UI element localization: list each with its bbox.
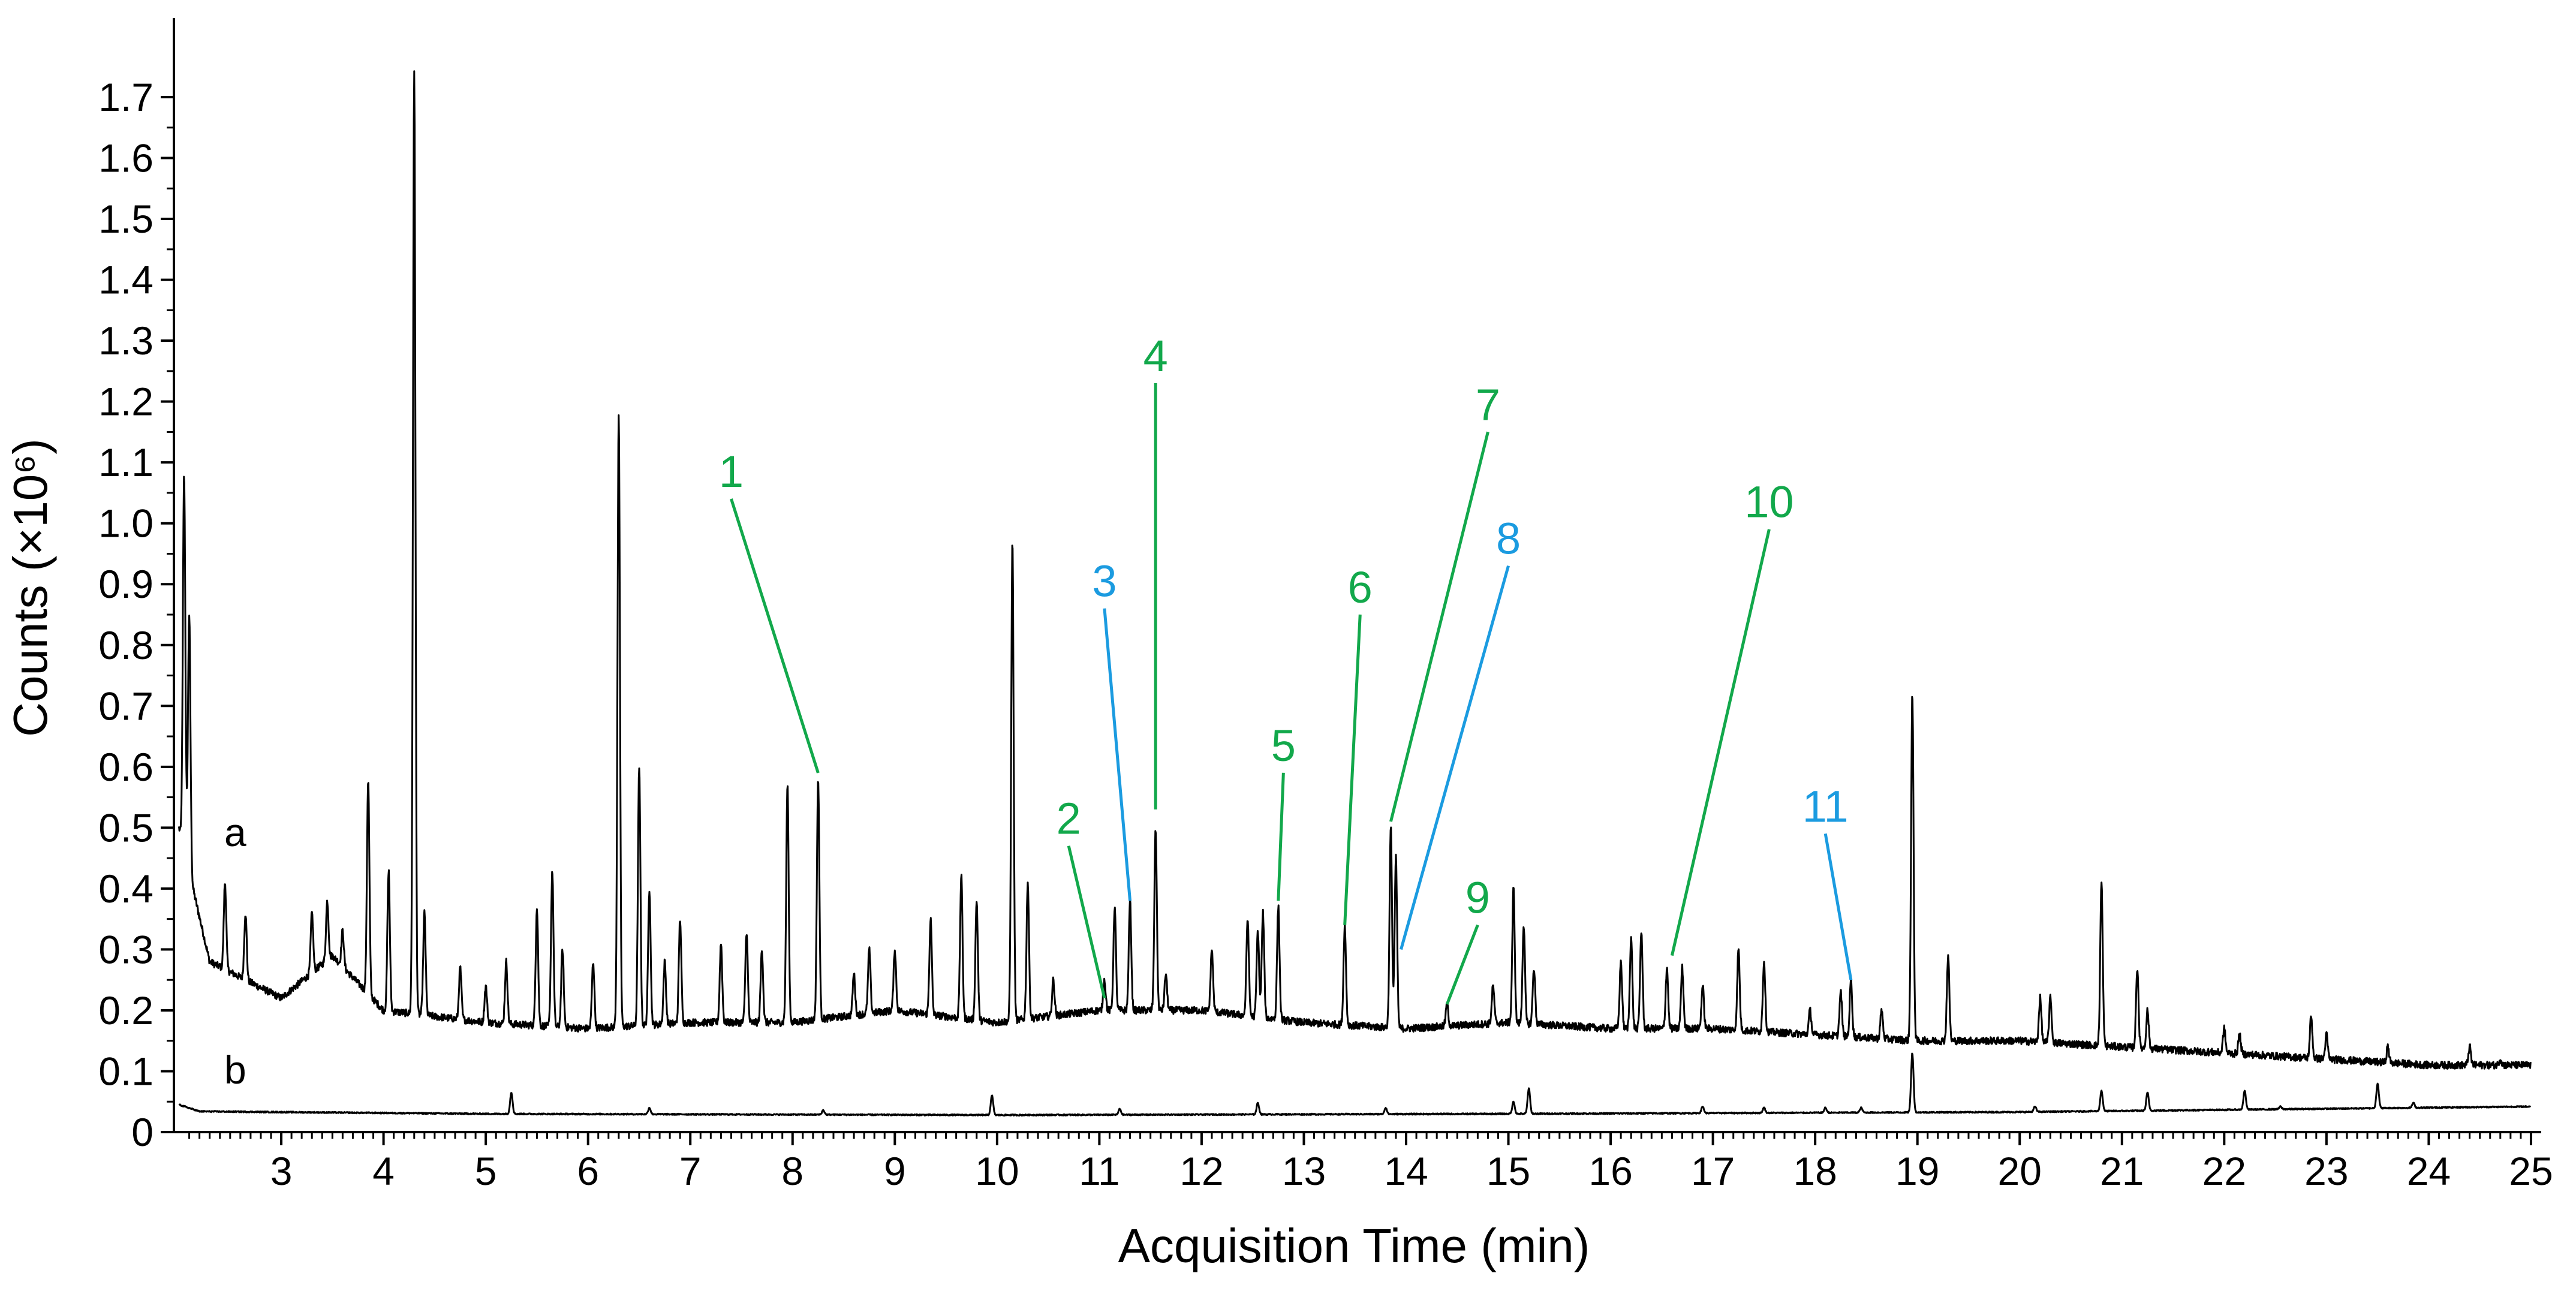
y-tick-label: 0.2 [98, 988, 154, 1033]
x-tick-label: 15 [1486, 1149, 1530, 1193]
peak-leader-1 [730, 498, 820, 774]
x-tick-label: 21 [2100, 1149, 2144, 1193]
y-tick-label: 0.1 [98, 1049, 154, 1093]
peak-label-11: 11 [1802, 781, 1849, 831]
series-trace-a [178, 70, 2532, 1070]
peak-label-7: 7 [1476, 380, 1500, 429]
peak-leader-3 [1103, 608, 1132, 901]
x-tick-label: 23 [2304, 1149, 2348, 1193]
peak-label-5: 5 [1271, 721, 1296, 771]
y-tick-label: 1.5 [98, 197, 154, 241]
peak-leader-7 [1389, 431, 1489, 822]
peak-label-9: 9 [1465, 873, 1490, 923]
x-tick-label: 17 [1691, 1149, 1735, 1193]
peak-label-2: 2 [1057, 794, 1081, 844]
peak-label-6: 6 [1348, 562, 1373, 612]
y-tick-label: 1.4 [98, 258, 154, 302]
x-tick-label: 16 [1588, 1149, 1632, 1193]
annotation-layer: 1 2 3 4 5 6 7 8 9 10 11 [719, 331, 1853, 1005]
x-tick-label: 12 [1179, 1149, 1223, 1193]
peak-label-3: 3 [1092, 556, 1117, 606]
series-trace-b [178, 1052, 2532, 1117]
x-tick-label: 4 [372, 1149, 395, 1193]
x-tick-label: 7 [679, 1149, 702, 1193]
x-tick-label: 14 [1384, 1149, 1428, 1193]
x-tick-label: 3 [270, 1149, 293, 1193]
x-tick-label: 25 [2509, 1149, 2553, 1193]
trace-label-b: b [224, 1048, 246, 1092]
y-tick-label: 0.6 [98, 745, 154, 789]
y-tick-label: 0.3 [98, 927, 154, 971]
y-tick-label: 1.3 [98, 318, 154, 363]
peak-leader-5 [1277, 772, 1285, 901]
axes-layer: 0 0.1 0.2 0.3 0.4 0.5 0.6 0.7 0.8 0.9 1.0 1.1 1.2 1.3… [98, 18, 2553, 1193]
y-tick-label: 0 [131, 1110, 154, 1154]
peak-label-4: 4 [1143, 331, 1168, 381]
x-tick-label: 11 [1079, 1149, 1120, 1193]
peak-leader-6 [1343, 614, 1362, 925]
y-tick-label: 0.7 [98, 684, 154, 728]
peak-leader-10 [1670, 529, 1771, 956]
y-tick-label: 1.2 [98, 380, 154, 424]
x-axis-title: Acquisition Time (min) [1118, 1219, 1590, 1272]
y-tick-label: 1.6 [98, 136, 154, 180]
x-tick-label: 13 [1282, 1149, 1326, 1193]
x-tick-label: 10 [975, 1149, 1019, 1193]
peak-leader-11 [1823, 833, 1853, 980]
peak-label-10: 10 [1744, 477, 1793, 527]
peak-label-8: 8 [1496, 514, 1521, 564]
y-tick-label: 1.0 [98, 501, 154, 546]
y-axis-title: Counts (×10⁶) [4, 438, 57, 737]
x-tick-label: 18 [1793, 1149, 1837, 1193]
x-tick-label: 8 [781, 1149, 804, 1193]
peak-leader-8 [1400, 565, 1510, 950]
peak-label-1: 1 [719, 447, 744, 496]
y-tick-label: 1.7 [98, 75, 154, 119]
peak-leader-9 [1445, 924, 1479, 1005]
trace-label-a: a [224, 810, 246, 854]
y-tick-label: 0.8 [98, 623, 154, 667]
y-tick-label: 1.1 [98, 440, 154, 484]
x-tick-label: 24 [2407, 1149, 2451, 1193]
trace-layer: ab [178, 70, 2532, 1117]
y-tick-label: 0.9 [98, 562, 154, 606]
y-tick-label: 0.5 [98, 805, 154, 850]
x-tick-label: 5 [475, 1149, 497, 1193]
y-tick-label: 0.4 [98, 866, 154, 911]
x-tick-label: 6 [577, 1149, 599, 1193]
x-tick-label: 20 [1998, 1149, 2042, 1193]
x-tick-label: 19 [1895, 1149, 1939, 1193]
x-tick-label: 9 [884, 1149, 906, 1193]
x-tick-label: 22 [2202, 1149, 2246, 1193]
peak-leader-2 [1067, 845, 1106, 999]
